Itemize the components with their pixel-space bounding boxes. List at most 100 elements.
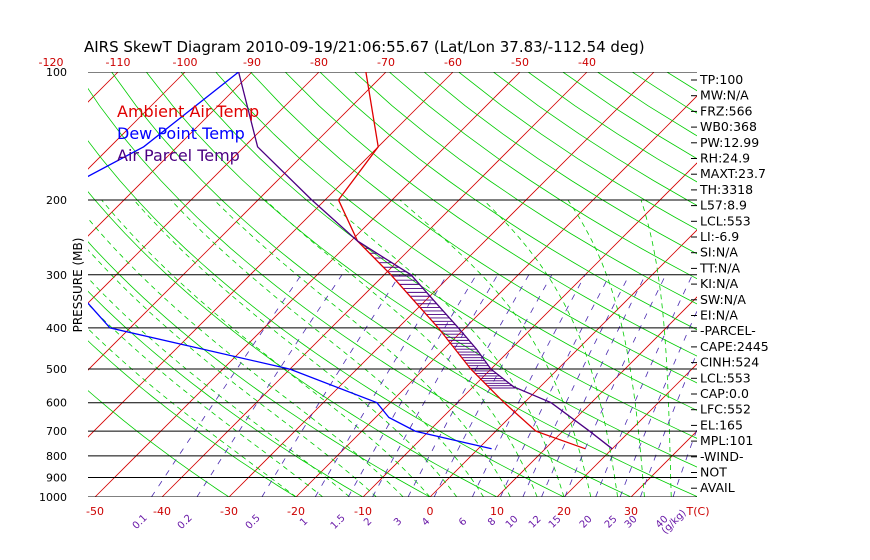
mixing-ratio-tick-label: 0.5 bbox=[244, 513, 263, 532]
legend-entry: Air Parcel Temp bbox=[117, 146, 240, 165]
sounding-index-label: CAPE:2445 bbox=[700, 339, 769, 354]
dry-adiabat-line bbox=[354, 72, 697, 305]
pressure-tick-label: 600 bbox=[46, 397, 67, 410]
legend-entry: Ambient Air Temp bbox=[117, 102, 259, 121]
dry-adiabat-line bbox=[111, 72, 697, 497]
isotherm-line bbox=[362, 162, 697, 497]
sounding-index-label: CINH:524 bbox=[700, 355, 759, 370]
dewpoint-temp-line bbox=[88, 72, 492, 450]
dry-adiabat-line bbox=[88, 191, 498, 497]
sounding-index-label: SI:N/A bbox=[700, 245, 738, 260]
isotherm-line bbox=[88, 72, 186, 170]
isotherm-line bbox=[88, 72, 253, 237]
isotherm-line bbox=[765, 72, 870, 497]
top-temp-tick-label: -110 bbox=[106, 56, 131, 69]
mixing-ratio-line bbox=[347, 274, 477, 497]
dry-adiabat-line bbox=[88, 87, 632, 497]
moist-adiabat-line bbox=[265, 199, 538, 497]
mixing-ratio-tick-label: 3 bbox=[392, 516, 404, 528]
dry-adiabat-line bbox=[250, 72, 697, 384]
moist-adiabat-line bbox=[483, 199, 618, 497]
mixing-ratio-tick-label: 0.1 bbox=[131, 513, 150, 532]
dry-adiabat-line bbox=[423, 72, 697, 255]
top-temp-tick-label: -90 bbox=[243, 56, 261, 69]
mixing-ratio-tick-label: 0.2 bbox=[176, 513, 195, 532]
moist-adiabat-line bbox=[88, 249, 377, 497]
bottom-temp-tick-label: -50 bbox=[86, 505, 104, 518]
isotherm-line bbox=[88, 72, 320, 304]
isotherm-line bbox=[496, 296, 697, 497]
sounding-index-label: RH:24.9 bbox=[700, 151, 750, 166]
mixing-ratio-line bbox=[564, 274, 667, 497]
dry-adiabat-line bbox=[88, 340, 297, 497]
sounding-index-label: AVAIL bbox=[700, 480, 735, 495]
pressure-tick-label: 500 bbox=[46, 363, 67, 376]
moist-adiabat-line bbox=[88, 217, 404, 497]
pressure-tick-label: 900 bbox=[46, 472, 67, 485]
sounding-index-label: -PARCEL- bbox=[700, 323, 756, 338]
bottom-temp-tick-label: 10 bbox=[490, 505, 504, 518]
bottom-temp-tick-label: -30 bbox=[220, 505, 238, 518]
mixing-ratio-line bbox=[433, 274, 553, 497]
pressure-tick-label: 400 bbox=[46, 322, 67, 335]
sounding-index-label: LCL:553 bbox=[700, 213, 751, 228]
top-temp-tick-label: -80 bbox=[310, 56, 328, 69]
bottom-temp-tick-label: -40 bbox=[153, 505, 171, 518]
mixing-ratio-line bbox=[595, 274, 693, 497]
dry-adiabat-line bbox=[215, 72, 697, 411]
y-axis-title: PRESSURE (MB) bbox=[71, 238, 85, 333]
sounding-index-label: SW:N/A bbox=[700, 292, 746, 307]
mixing-ratio-tick-label: 2 bbox=[362, 516, 374, 528]
pressure-tick-label: 800 bbox=[46, 450, 67, 463]
legend-entry: Dew Point Temp bbox=[117, 124, 245, 143]
mixing-ratio-line bbox=[314, 274, 448, 497]
sounding-index-label: TT:N/A bbox=[699, 260, 740, 275]
sounding-index-label: MAXT:23.7 bbox=[700, 166, 766, 181]
dry-adiabat-line bbox=[493, 72, 697, 206]
moist-adiabat-line bbox=[101, 199, 431, 497]
sounding-index-label: MW:N/A bbox=[700, 88, 749, 103]
mixing-ratio-tick-label: 20 bbox=[578, 514, 595, 531]
mixing-ratio-tick-label: 10 bbox=[504, 514, 521, 531]
moist-adiabat-line bbox=[88, 328, 297, 497]
mixing-ratio-tick-label: 1 bbox=[298, 516, 310, 528]
bottom-temp-tick-label: T(C) bbox=[686, 505, 710, 518]
isotherm-line bbox=[94, 72, 521, 497]
parcel-temp-line bbox=[237, 72, 613, 450]
isotherm-line bbox=[429, 229, 697, 497]
dry-adiabat-line bbox=[284, 72, 697, 357]
sounding-index-label: FRZ:566 bbox=[700, 103, 753, 118]
sounding-index-label: L57:8.9 bbox=[700, 198, 747, 213]
sounding-index-label: LCL:553 bbox=[700, 370, 751, 385]
dry-adiabat-line bbox=[88, 241, 431, 497]
mixing-ratio-tick-label: 25 bbox=[603, 514, 620, 531]
sounding-index-label: LI:-6.9 bbox=[700, 229, 739, 244]
mixing-ratio-tick-label: 1.5 bbox=[329, 513, 348, 532]
sounding-index-label: NOT bbox=[700, 465, 727, 480]
isotherm-line bbox=[0, 72, 51, 497]
moist-adiabat-line bbox=[567, 199, 645, 497]
sounding-index-label: CAP:0.0 bbox=[700, 386, 749, 401]
ambient-temp-line bbox=[337, 72, 586, 450]
top-temp-tick-label: -100 bbox=[173, 56, 198, 69]
bottom-temp-tick-label: -10 bbox=[354, 505, 372, 518]
mixing-ratio-line bbox=[196, 274, 343, 497]
sounding-index-label: EI:N/A bbox=[700, 308, 738, 323]
chart-title: AIRS SkewT Diagram 2010-09-19/21:06:55.6… bbox=[84, 38, 645, 56]
pressure-tick-label: 300 bbox=[46, 269, 67, 282]
moist-adiabat-line bbox=[170, 199, 484, 497]
bottom-temp-tick-label: 0 bbox=[427, 505, 434, 518]
sounding-index-label: -WIND- bbox=[700, 449, 744, 464]
pressure-tick-label: 100 bbox=[46, 66, 67, 79]
sounding-index-label: EL:165 bbox=[700, 417, 743, 432]
mixing-ratio-line bbox=[619, 310, 697, 497]
dry-adiabat-line bbox=[88, 140, 565, 497]
isotherm-line bbox=[295, 95, 697, 497]
isotherm-line bbox=[88, 72, 454, 438]
mixing-ratio-line bbox=[407, 274, 530, 497]
dry-adiabat-line bbox=[389, 72, 697, 280]
top-temp-tick-label: -40 bbox=[578, 56, 596, 69]
bottom-temp-tick-label: 20 bbox=[557, 505, 571, 518]
sounding-index-label: TP:100 bbox=[699, 72, 743, 87]
